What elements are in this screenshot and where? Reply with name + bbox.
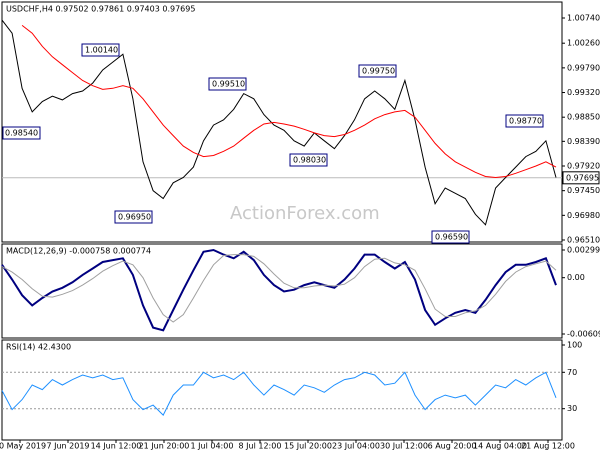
series-line xyxy=(21,25,557,179)
y-tick-label: 0.96980 xyxy=(567,211,600,220)
annotation-box xyxy=(114,210,153,224)
y-tick-label: 100 xyxy=(567,341,582,350)
x-tick-label: 23 Jul 04:00 xyxy=(332,442,380,450)
y-tick-label: 0.99320 xyxy=(567,88,600,97)
x-tick-label: 8 Jul 12:00 xyxy=(239,442,282,450)
y-tick-label: 0.00 xyxy=(567,273,585,282)
annotation-box xyxy=(431,230,470,244)
macd-panel xyxy=(1,243,563,339)
series-line xyxy=(1,254,557,323)
annotation: 0.99750 xyxy=(362,67,395,76)
y-tick-label: 0.98390 xyxy=(567,137,600,146)
series-line xyxy=(1,371,557,416)
annotation: 0.99510 xyxy=(212,80,245,89)
x-tick-label: 14 Aug 04:00 xyxy=(473,442,527,450)
annotation-box xyxy=(2,126,41,140)
chart-title: RSI(14) 42.4300 xyxy=(6,343,71,352)
y-tick-label: -0.006097 xyxy=(567,330,600,339)
series-line xyxy=(1,248,557,332)
chart-title: USDCHF,H4 0.97502 0.97861 0.97403 0.9769… xyxy=(6,5,195,14)
annotation-box xyxy=(81,43,120,57)
y-tick-label: 0.002998 xyxy=(567,246,600,255)
annotation-box xyxy=(358,64,397,78)
x-tick-label: 15 Jul 20:00 xyxy=(284,442,332,450)
y-tick-label: 0.97920 xyxy=(567,162,600,171)
x-tick-label: 21 Jun 20:00 xyxy=(139,442,190,450)
current-price-box xyxy=(562,171,600,185)
y-tick-label: 1.00740 xyxy=(567,14,600,23)
annotation: 0.98770 xyxy=(509,117,542,126)
y-tick-label: 30 xyxy=(567,404,577,413)
rsi-panel xyxy=(1,339,563,441)
x-tick-label: 6 Aug 20:00 xyxy=(428,442,477,450)
watermark: ActionForex.com xyxy=(230,203,380,224)
x-tick-label: 14 Jun 12:00 xyxy=(91,442,142,450)
y-tick-label: 0.97450 xyxy=(567,186,600,195)
series-line xyxy=(1,19,557,226)
x-tick-label: 7 Jun 2019 xyxy=(46,442,89,450)
y-tick-label: 0.96510 xyxy=(567,236,600,245)
annotation: 1.00140 xyxy=(85,46,118,55)
x-tick-label: 1 Jul 04:00 xyxy=(191,442,234,450)
annotation: 0.98030 xyxy=(293,156,326,165)
x-tick-label: 30 May 2019 xyxy=(0,442,46,450)
annotation-box xyxy=(505,114,544,128)
annotation: 0.98540 xyxy=(5,129,38,138)
x-tick-label: 30 Jul 12:00 xyxy=(380,442,428,450)
y-tick-label: 0.98850 xyxy=(567,113,600,122)
y-tick-label: 0.99790 xyxy=(567,63,600,72)
chart-title: MACD(12,26,9) -0.000758 0.000774 xyxy=(6,247,151,256)
current-price-label: 0.97695 xyxy=(566,173,599,182)
price-panel xyxy=(1,1,563,243)
y-tick-label: 70 xyxy=(567,368,577,377)
annotation-box xyxy=(289,153,328,167)
annotation: 0.96950 xyxy=(118,213,151,222)
x-tick-label: 21 Aug 12:00 xyxy=(521,442,575,450)
annotation-box xyxy=(208,77,247,91)
annotation: 0.96590 xyxy=(435,233,468,242)
y-tick-label: 1.00260 xyxy=(567,39,600,48)
